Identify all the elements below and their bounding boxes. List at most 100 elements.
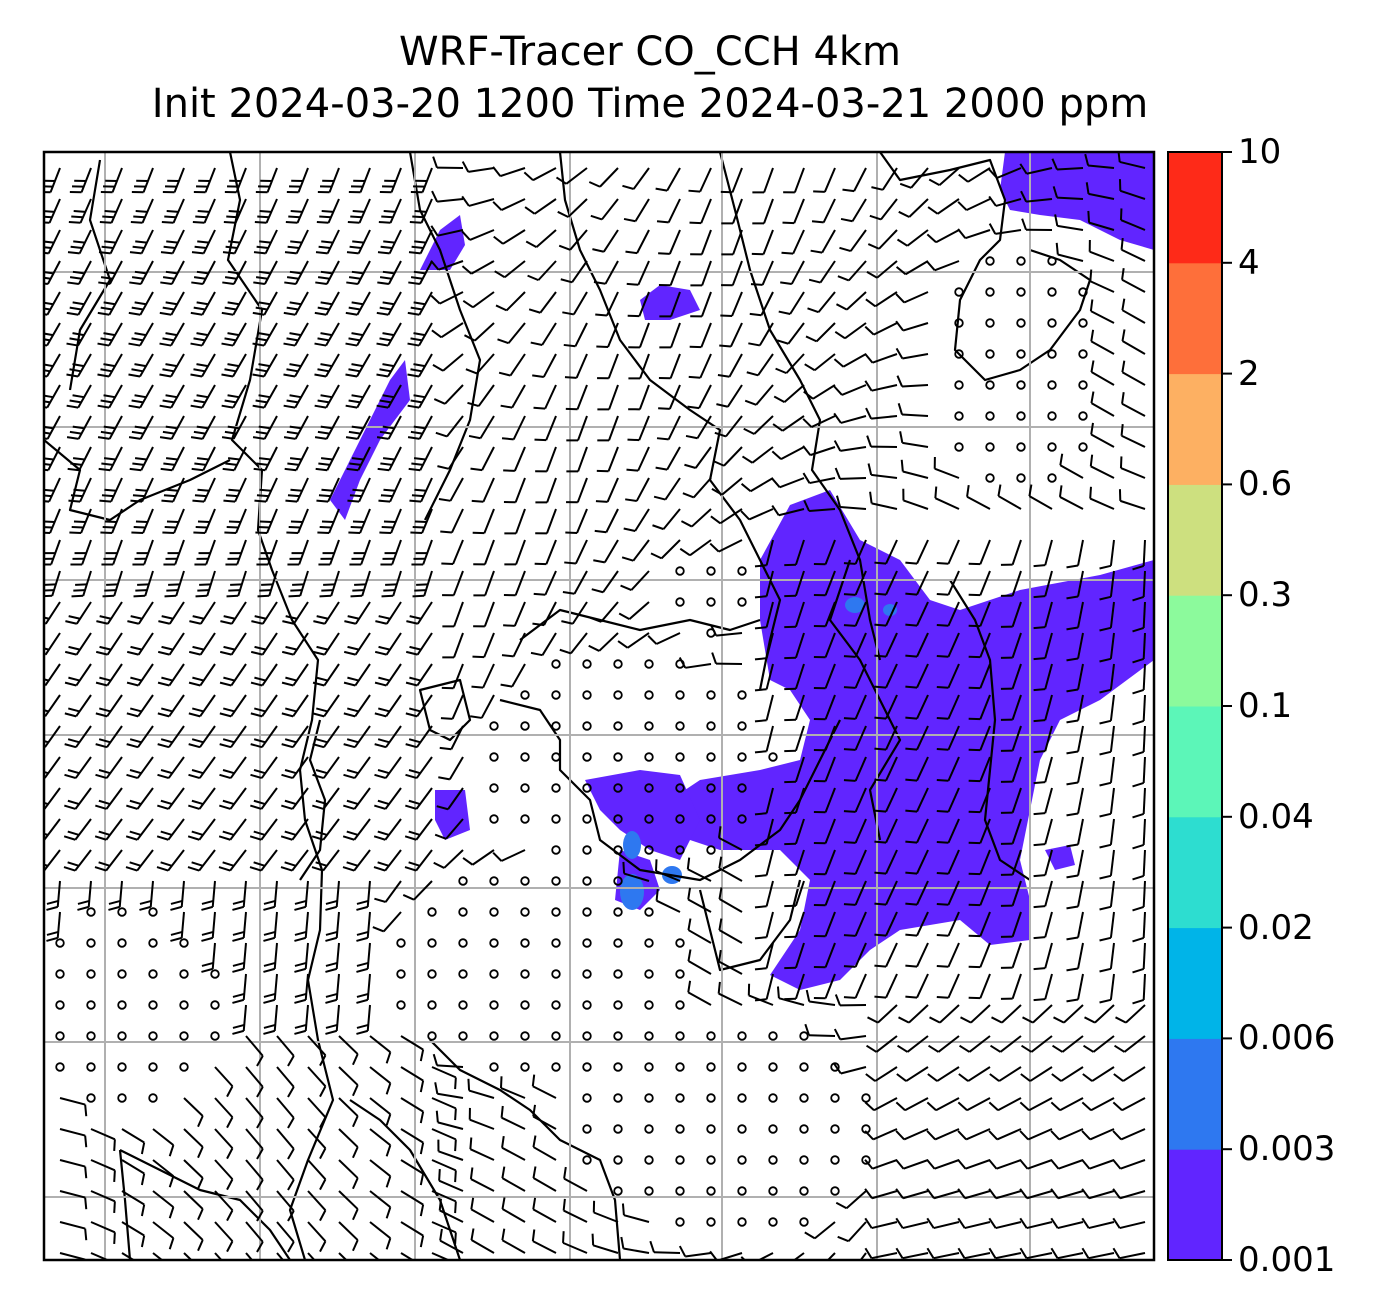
wind-barb [1066, 787, 1084, 817]
barb-flag [562, 1198, 566, 1211]
wind-barb [874, 911, 898, 937]
wind-barb [1000, 694, 1022, 721]
wind-barb [531, 1074, 557, 1099]
barb-flag [813, 872, 826, 876]
wind-barb [869, 491, 898, 510]
calm-wind-circle [675, 1062, 685, 1072]
barb-flag [413, 425, 426, 430]
barb-flag [934, 486, 938, 499]
barb-flag [504, 532, 517, 535]
barb-flag [679, 547, 691, 557]
wind-barb [682, 477, 712, 499]
barb-flag [286, 399, 299, 404]
barb-flag [621, 556, 634, 562]
barb-shaft [77, 353, 92, 378]
barb-shaft [136, 756, 154, 779]
barb-shaft [885, 539, 898, 565]
barb-shaft [49, 508, 61, 534]
barb-flag [773, 1260, 783, 1271]
barb-flag [492, 851, 503, 862]
barb-shaft [1077, 756, 1084, 783]
barb-shaft [400, 1128, 424, 1144]
barb-shaft [90, 1128, 116, 1141]
barb-flag [258, 457, 271, 461]
calm-wind-circle [644, 969, 654, 979]
barb-shaft [268, 570, 278, 597]
wind-barb [905, 694, 929, 720]
barb-shaft [795, 725, 805, 752]
barb-flag [378, 615, 391, 620]
barb-shaft [1077, 601, 1084, 628]
barb-flag [1090, 329, 1095, 342]
barb-shaft [1092, 1035, 1115, 1053]
calm-wind-circle [675, 1124, 685, 1134]
barb-flag [352, 1177, 359, 1190]
barb-flag [379, 430, 392, 435]
barb-shaft [760, 291, 774, 316]
barb-shaft [140, 446, 154, 471]
wind-barb [64, 756, 92, 780]
barb-flag [530, 341, 543, 346]
barb-flag [198, 179, 210, 183]
wind-barb [1033, 694, 1053, 723]
wind-barb [897, 1035, 929, 1053]
wind-barb [311, 818, 340, 841]
barb-shaft [606, 477, 619, 503]
barb-shaft [814, 1221, 836, 1240]
barb-shaft [470, 1208, 495, 1223]
coastline-segment [119, 1149, 291, 1260]
barb-shaft [783, 384, 805, 403]
wind-barb [170, 880, 185, 911]
wind-barb [926, 1217, 960, 1230]
barb-flag [320, 270, 333, 275]
barb-shaft [670, 322, 681, 348]
barb-flag [69, 531, 82, 535]
barb-flag [905, 809, 918, 813]
barb-flag [131, 276, 144, 280]
barb-shaft [291, 787, 309, 810]
wind-barb [905, 725, 929, 751]
barb-shaft [782, 415, 805, 432]
wind-barb [232, 973, 247, 1004]
barb-flag [771, 450, 782, 460]
barb-flag [382, 270, 395, 275]
wind-barb [813, 570, 836, 597]
wind-barb [190, 353, 216, 378]
barb-shaft [1142, 663, 1146, 691]
barb-shaft [871, 1190, 898, 1200]
barb-flag [342, 835, 355, 841]
barb-shaft [323, 601, 340, 625]
wind-barb [263, 880, 278, 911]
barb-flag [168, 1144, 175, 1157]
wind-barb [928, 167, 960, 187]
barb-shaft [172, 198, 185, 224]
barb-shaft [338, 1252, 359, 1260]
barb-flag [1050, 1159, 1060, 1170]
barb-flag [408, 799, 421, 806]
barb-flag [806, 1264, 817, 1275]
barb-shaft [245, 1190, 264, 1212]
barb-shaft [809, 1000, 836, 1006]
barb-flag [44, 185, 53, 188]
wind-barb [1066, 911, 1084, 941]
barb-shaft [353, 756, 371, 779]
barb-flag [347, 707, 359, 713]
barb-flag [501, 1197, 506, 1210]
wind-barb [968, 601, 991, 628]
barb-flag [163, 245, 176, 249]
barb-flag [468, 1107, 471, 1120]
barb-shaft [916, 601, 929, 627]
barb-flag [283, 373, 296, 378]
barb-flag [740, 1256, 751, 1260]
barb-flag [689, 221, 702, 225]
barb-shaft [335, 880, 340, 907]
colorbar-tick-label: 0.3 [1238, 575, 1293, 616]
wind-barb [778, 291, 805, 315]
wind-barb [1000, 601, 1022, 628]
barb-shaft [501, 1146, 526, 1161]
barb-shaft [307, 1035, 327, 1056]
barb-flag [280, 835, 293, 841]
wind-barb [492, 166, 526, 178]
wind-barb [461, 229, 495, 241]
barb-flag [813, 562, 826, 566]
